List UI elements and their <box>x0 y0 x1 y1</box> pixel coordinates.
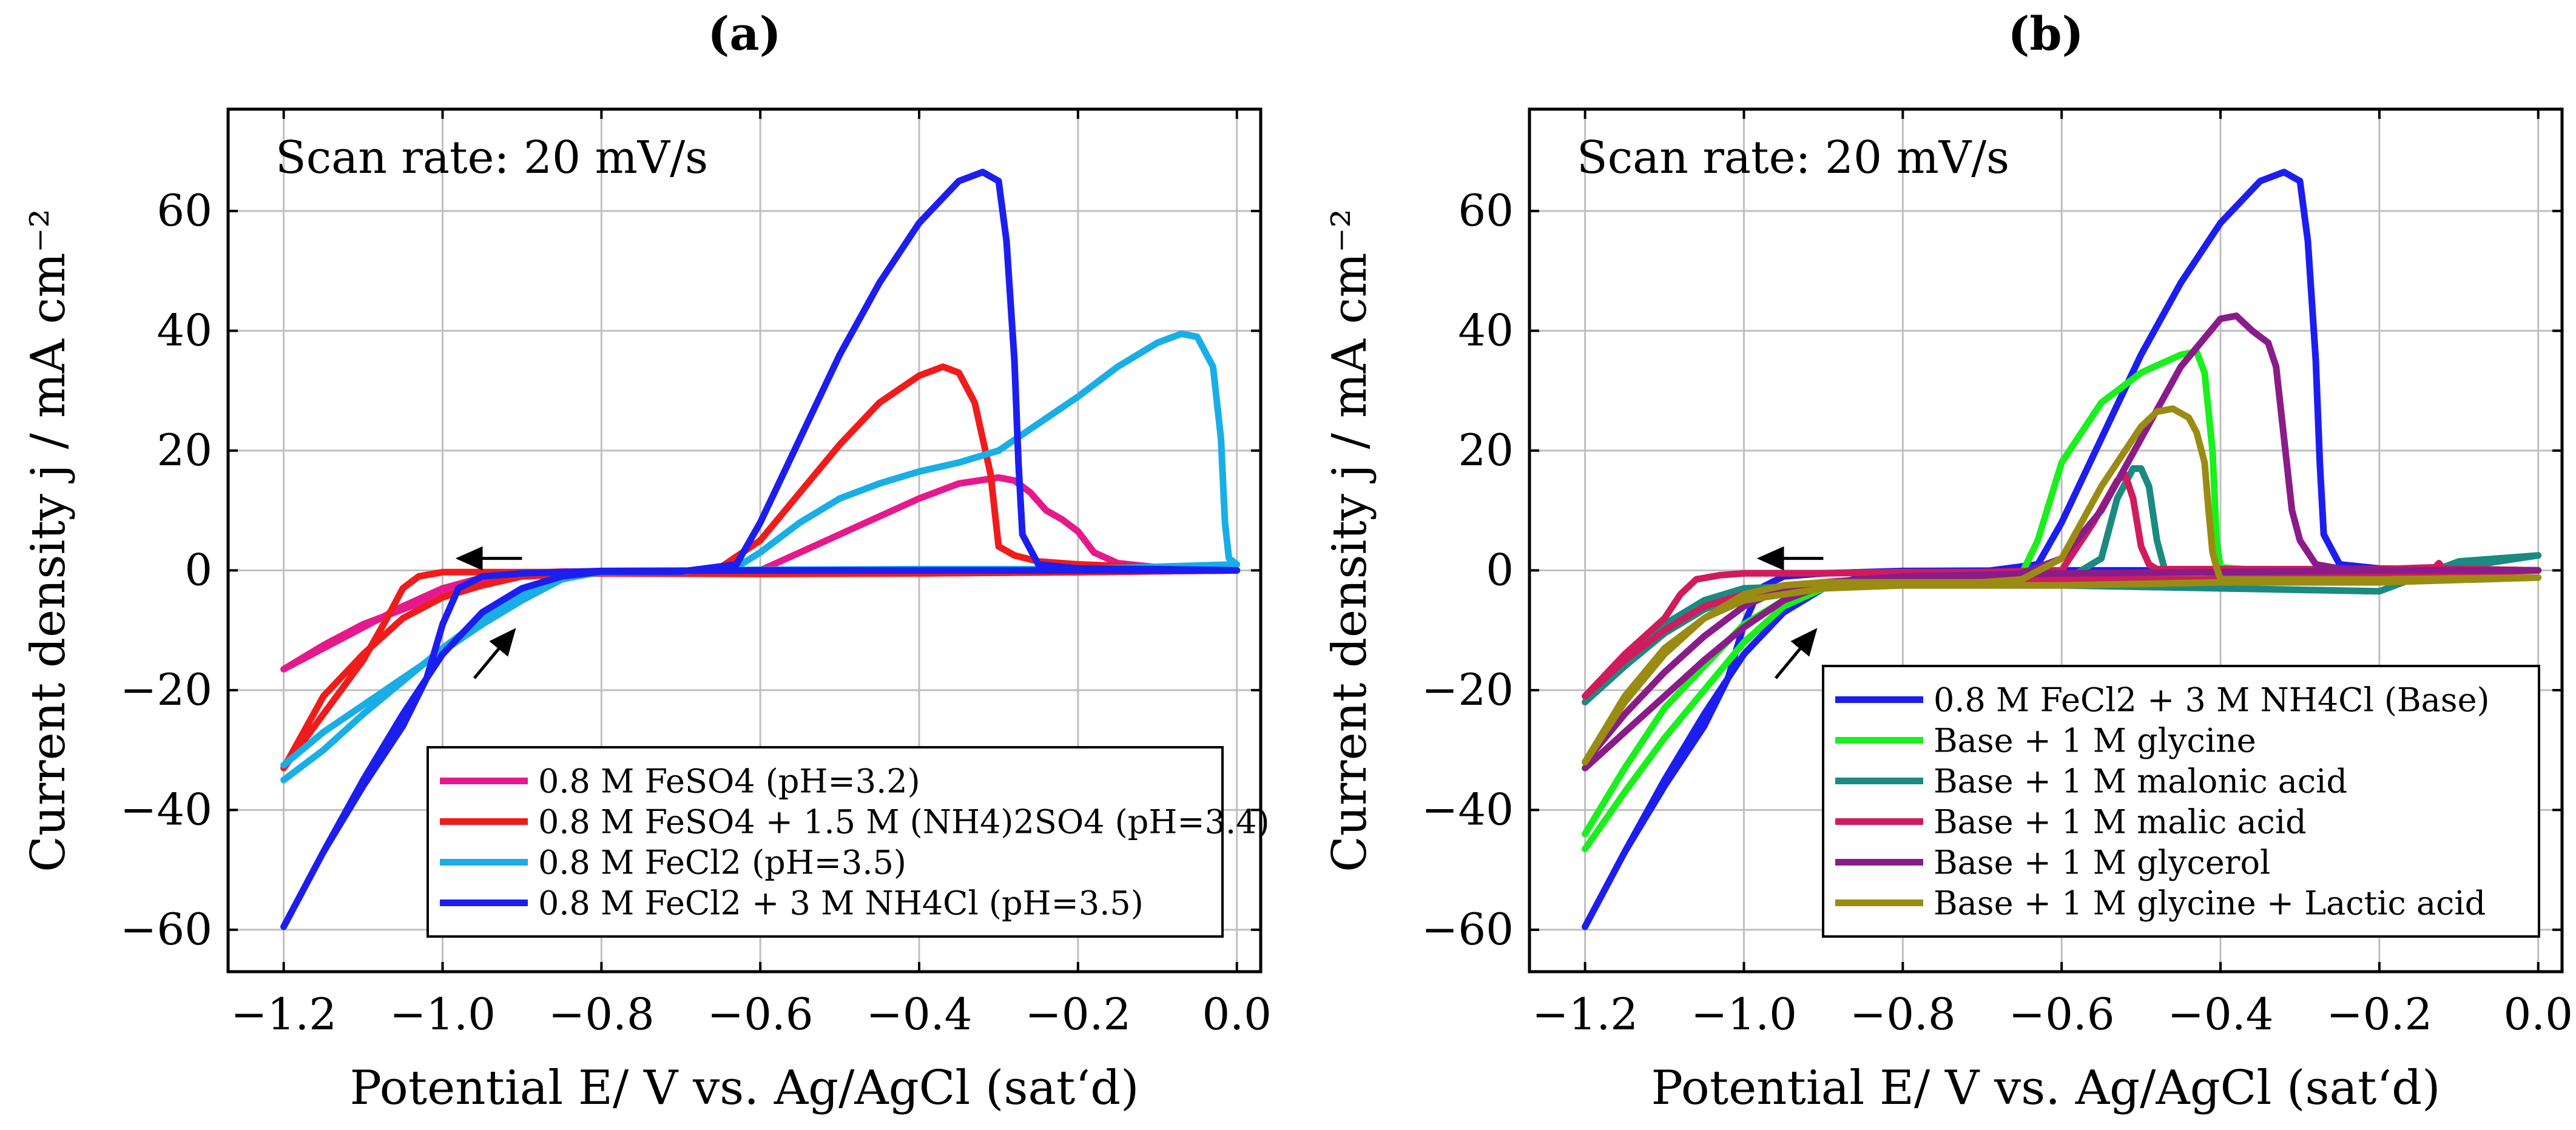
y-tick-label: 40 <box>157 304 212 355</box>
scan-rate-annotation: Scan rate: 20 mV/s <box>275 132 708 184</box>
y-tick-label: −60 <box>1421 904 1514 955</box>
axis-ticks: −1.2 −1.0 −0.8 −0.6 −0.4 −0.2 0.0 −60 −40 −20 0 20 4… <box>120 109 1272 1040</box>
legend-entry: 0.8 M FeCl2 + 3 M NH4Cl (Base) <box>1934 681 2490 719</box>
x-tick-label: 0.0 <box>1202 989 1272 1040</box>
y-tick-label: 0 <box>184 544 212 595</box>
legend-entry: 0.8 M FeSO4 + 1.5 M (NH4)2SO4 (pH=3.4) <box>538 803 1270 841</box>
legend-entry: 0.8 M FeSO4 (pH=3.2) <box>538 762 920 801</box>
series-group <box>280 169 1241 930</box>
y-axis-label: Current density j / mA cm⁻² <box>1323 209 1377 872</box>
legend-entry: Base + 1 M glycine <box>1934 722 2256 760</box>
x-tick-label: −0.4 <box>866 989 973 1040</box>
legend-entry: 0.8 M FeCl2 + 3 M NH4Cl (pH=3.5) <box>538 884 1144 923</box>
y-tick-label: −40 <box>120 784 212 835</box>
x-tick-label: −1.2 <box>1532 989 1638 1040</box>
x-tick-label: 0.0 <box>2503 989 2573 1040</box>
x-tick-label: −0.6 <box>2009 989 2115 1040</box>
x-tick-label: −0.8 <box>1850 989 1956 1040</box>
legend-entry: 0.8 M FeCl2 (pH=3.5) <box>538 844 906 882</box>
x-tick-label: −0.6 <box>707 989 814 1040</box>
x-tick-label: −0.2 <box>1025 989 1131 1040</box>
series-group <box>1582 169 2542 930</box>
series-line <box>280 169 1241 930</box>
scan-rate-annotation: Scan rate: 20 mV/s <box>1577 132 2009 184</box>
x-tick-label: −0.8 <box>548 989 655 1040</box>
y-tick-label: 20 <box>157 425 212 476</box>
y-axis-label: Current density j / mA cm⁻² <box>21 209 76 872</box>
y-tick-label: 60 <box>1458 185 1514 236</box>
legend-entry: Base + 1 M glycerol <box>1934 844 2270 882</box>
legend: 0.8 M FeCl2 + 3 M NH4Cl (Base)Base + 1 M… <box>1822 665 2540 938</box>
y-tick-label: −20 <box>120 664 212 715</box>
x-tick-label: −0.4 <box>2168 989 2274 1040</box>
panel-title: (b) <box>2008 7 2083 61</box>
panel-title: (a) <box>707 7 781 61</box>
y-tick-label: 0 <box>1486 544 1514 595</box>
legend-entry: Base + 1 M malonic acid <box>1934 762 2347 801</box>
x-tick-label: −0.2 <box>2326 989 2432 1040</box>
scan-direction-arrow <box>473 628 516 679</box>
x-axis-label: Potential E/ V vs. Ag/AgCl (sat‘d) <box>349 1061 1139 1115</box>
plot-frame <box>1528 107 2564 974</box>
y-tick-label: −20 <box>1421 664 1514 715</box>
legend: 0.8 M FeSO4 (pH=3.2)0.8 M FeSO4 + 1.5 M … <box>427 746 1270 938</box>
plot-frame <box>226 107 1263 974</box>
legend-entry: Base + 1 M malic acid <box>1934 803 2307 841</box>
grid <box>228 109 1261 972</box>
y-tick-label: 20 <box>1458 425 1514 476</box>
legend-box <box>427 746 1224 938</box>
y-tick-label: −60 <box>120 904 212 955</box>
x-tick-label: −1.0 <box>1691 989 1797 1040</box>
series-line <box>1582 405 2542 765</box>
y-tick-label: 60 <box>157 185 212 236</box>
axis-ticks: −1.2 −1.0 −0.8 −0.6 −0.4 −0.2 0.0 −60 −40 −20 0 20 4… <box>1421 109 2573 1040</box>
chart-panel-a: −1.2 −1.0 −0.8 −0.6 −0.4 −0.2 0.0 −60 −40 −20 0 20 4… <box>21 7 1272 1115</box>
legend-entry: Base + 1 M glycine + Lactic acid <box>1934 884 2486 923</box>
legend-box <box>1822 665 2540 938</box>
x-tick-label: −1.0 <box>389 989 496 1040</box>
x-axis-label: Potential E/ V vs. Ag/AgCl (sat‘d) <box>1651 1061 2440 1115</box>
scan-direction-arrow <box>1774 628 1818 679</box>
y-tick-label: −40 <box>1421 784 1514 835</box>
y-tick-label: 40 <box>1458 304 1514 355</box>
chart-panel-b: −1.2 −1.0 −0.8 −0.6 −0.4 −0.2 0.0 −60 −40 −20 0 20 4… <box>1323 7 2573 1115</box>
x-tick-label: −1.2 <box>231 989 337 1040</box>
